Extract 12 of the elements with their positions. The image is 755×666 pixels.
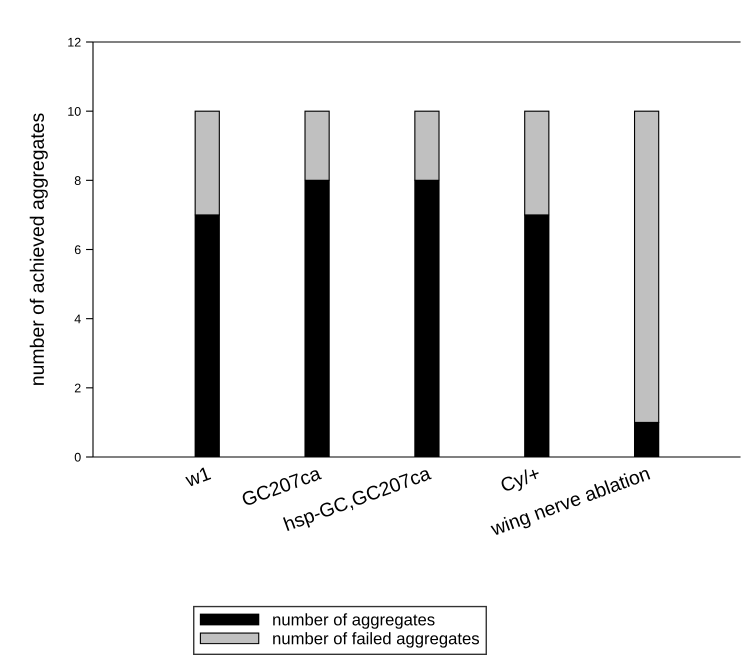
y-tick-label: 0	[74, 452, 81, 462]
x-tick-label: w1	[184, 466, 212, 488]
y-tick-label: 12	[68, 38, 81, 47]
y-axis-title: number of achieved aggregates	[30, 113, 48, 385]
legend-label: number of aggregates	[273, 613, 435, 629]
y-tick-label: 6	[74, 245, 81, 254]
x-tick-label: Cy/+	[500, 466, 542, 496]
y-tick-label: 8	[74, 176, 81, 185]
y-tick-label: 4	[74, 314, 81, 324]
legend-label: number of failed aggregates	[273, 632, 480, 648]
y-tick-label: 10	[68, 106, 81, 116]
y-tick-label: 2	[74, 384, 81, 392]
